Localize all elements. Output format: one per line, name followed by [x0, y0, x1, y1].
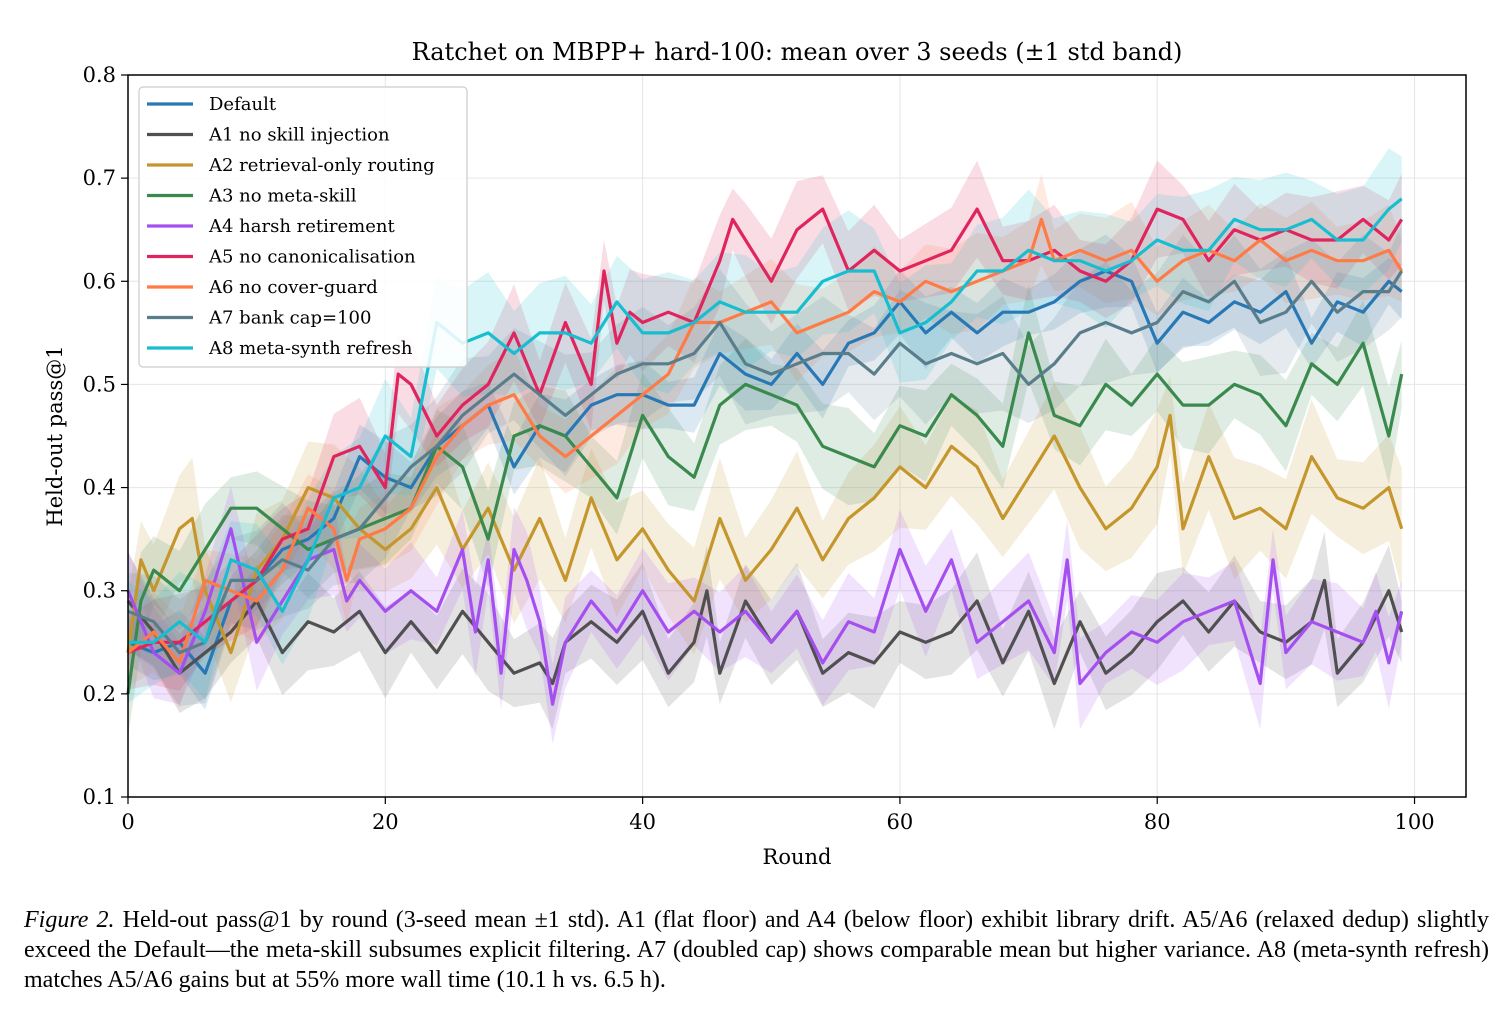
axes: 0 20 40 60 80 100 0.1 0.2 0.3 0.4 0.5 0.6 0.7 0.8 [83, 63, 1467, 834]
std-band-0 [128, 234, 1402, 710]
legend-entry: A3 no meta-skill [208, 186, 357, 207]
y-tick-label: 0.2 [83, 682, 116, 706]
series-line-1 [126, 578, 1404, 686]
legend-entry: Default [209, 94, 277, 115]
std-band-7 [128, 224, 1402, 706]
legend-entry: A1 no skill injection [208, 125, 390, 146]
y-tick-label: 0.4 [83, 476, 116, 500]
y-tick-label: 0.8 [83, 63, 116, 87]
legend-entry: A2 retrieval-only routing [208, 155, 435, 176]
x-tick-label: 40 [629, 810, 656, 834]
caption-label: Figure 2. [24, 907, 115, 933]
legend-entry: A6 no cover-guard [208, 277, 378, 298]
series-line-6 [126, 217, 1404, 665]
y-tick-label: 0.6 [83, 269, 116, 293]
x-tick-label: 0 [121, 810, 134, 834]
std-band-6 [128, 173, 1402, 709]
legend-entry: A8 meta-synth refresh [208, 338, 413, 359]
y-tick-label: 0.3 [83, 579, 116, 603]
series-line-4 [126, 527, 1404, 706]
y-tick-label: 0.7 [83, 166, 116, 190]
std-band-5 [128, 160, 1402, 691]
plot-frame [127, 74, 1467, 798]
legend-entry: A4 harsh retirement [208, 216, 395, 237]
y-tick-label: 0.5 [83, 372, 116, 396]
y-tick-label: 0.1 [83, 785, 116, 809]
line-chart: Ratchet on MBPP+ hard-100: mean over 3 s… [43, 38, 1467, 869]
legend-entry: A5 no canonicalisation [208, 247, 416, 268]
series-lines [126, 197, 1404, 706]
figure-caption: Figure 2. Held-out pass@1 by round (3-se… [24, 905, 1489, 995]
series-line-5 [127, 207, 1404, 655]
x-tick-label: 20 [372, 810, 399, 834]
x-axis-label: Round [763, 845, 832, 869]
y-axis-label: Held-out pass@1 [43, 345, 67, 526]
std-band-2 [128, 376, 1402, 710]
std-band-3 [128, 284, 1402, 737]
series-line-0 [127, 269, 1403, 675]
chart-title: Ratchet on MBPP+ hard-100: mean over 3 s… [412, 38, 1183, 66]
legend-entry: A7 bank cap=100 [208, 308, 371, 329]
caption-text: Held-out pass@1 by round (3-seed mean ±1… [24, 907, 1490, 993]
legend-box [138, 86, 468, 368]
series-line-7 [127, 270, 1404, 655]
legend: Default A1 no skill injection A2 retrieval… [138, 86, 468, 368]
x-tick-label: 60 [887, 810, 914, 834]
x-tick-label: 100 [1394, 810, 1434, 834]
x-tick-label: 80 [1144, 810, 1171, 834]
series-line-2 [126, 413, 1404, 655]
series-line-3 [126, 331, 1404, 695]
series-line-8 [128, 197, 1403, 644]
